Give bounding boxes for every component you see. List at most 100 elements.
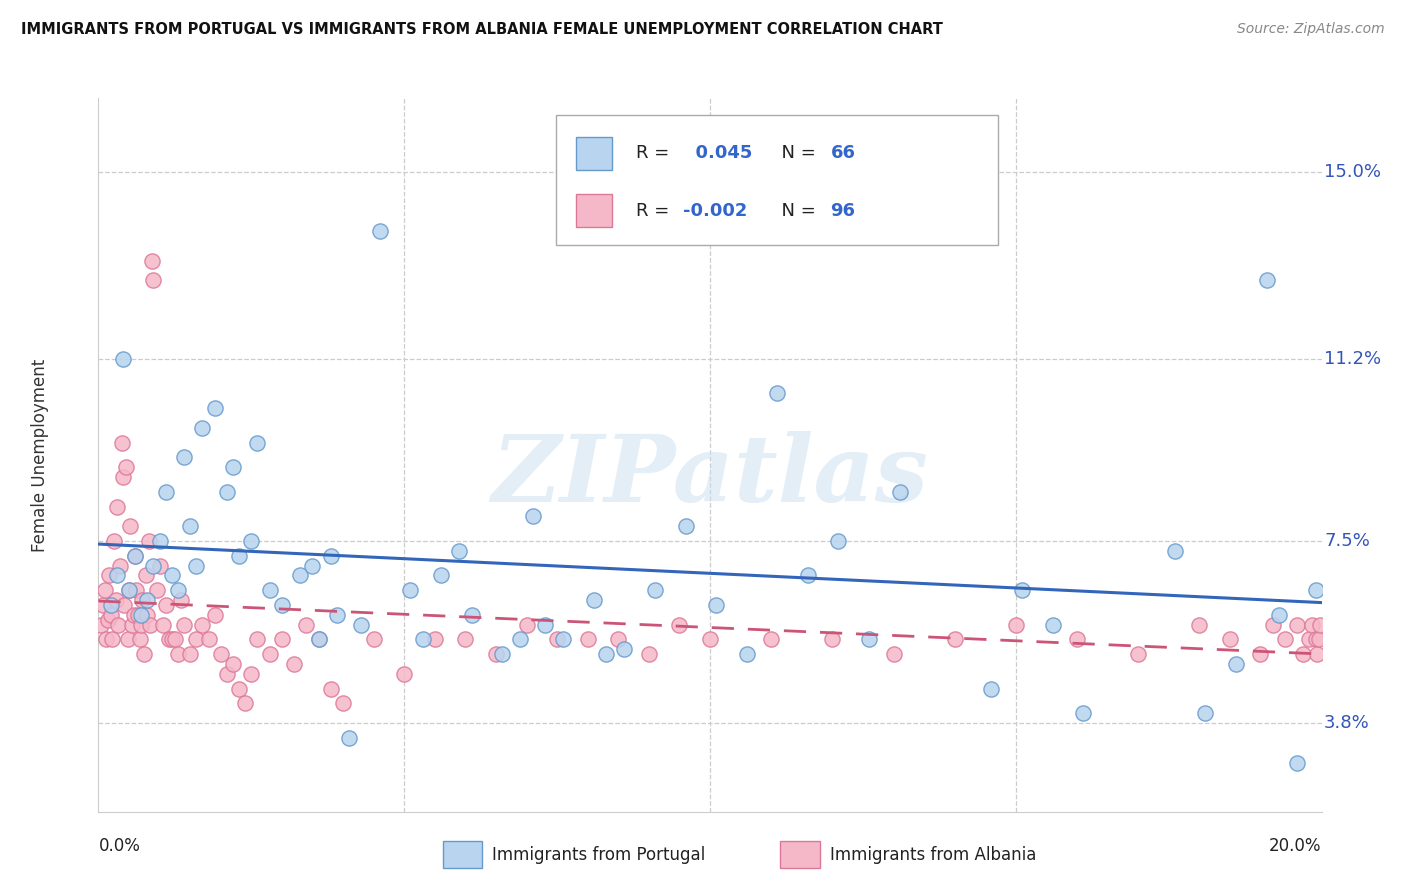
Text: N =: N = xyxy=(770,145,821,162)
Point xyxy=(1042,617,1064,632)
Point xyxy=(105,500,128,514)
Point xyxy=(204,401,226,416)
Point xyxy=(1011,583,1033,598)
Point xyxy=(240,534,263,549)
Point xyxy=(129,607,152,622)
Point xyxy=(821,632,844,647)
Point xyxy=(111,351,134,366)
Point xyxy=(295,617,318,632)
Point xyxy=(889,484,911,499)
Point xyxy=(350,617,373,632)
Point xyxy=(129,617,152,632)
Point xyxy=(136,607,159,622)
Text: Immigrants from Portugal: Immigrants from Portugal xyxy=(492,846,706,863)
Point xyxy=(246,435,269,450)
Point xyxy=(1194,706,1216,721)
Point xyxy=(139,617,162,632)
Point xyxy=(179,647,201,661)
Point xyxy=(460,607,482,622)
Point xyxy=(142,558,165,573)
Point xyxy=(326,607,349,622)
Point xyxy=(138,534,160,549)
Point xyxy=(152,617,174,632)
Point xyxy=(430,568,453,582)
Point xyxy=(228,549,250,563)
Point xyxy=(1225,657,1247,671)
Point xyxy=(240,667,263,681)
Point xyxy=(204,607,226,622)
Point xyxy=(644,583,666,598)
Point xyxy=(1308,632,1330,647)
Point xyxy=(209,647,232,661)
Point xyxy=(186,632,208,647)
Point xyxy=(858,632,880,647)
Text: Immigrants from Albania: Immigrants from Albania xyxy=(830,846,1036,863)
Text: 3.8%: 3.8% xyxy=(1324,714,1369,732)
Point xyxy=(308,632,330,647)
Point xyxy=(155,484,177,499)
Point xyxy=(122,607,145,622)
Point xyxy=(167,583,190,598)
Point xyxy=(94,632,117,647)
Point xyxy=(108,558,131,573)
Point xyxy=(155,598,177,612)
Point xyxy=(160,568,183,582)
Point xyxy=(363,632,385,647)
Text: IMMIGRANTS FROM PORTUGAL VS IMMIGRANTS FROM ALBANIA FEMALE UNEMPLOYMENT CORRELAT: IMMIGRANTS FROM PORTUGAL VS IMMIGRANTS F… xyxy=(21,22,943,37)
Text: 66: 66 xyxy=(831,145,855,162)
Point xyxy=(157,632,180,647)
Point xyxy=(308,632,330,647)
Point xyxy=(135,568,157,582)
Point xyxy=(637,647,661,661)
Point xyxy=(1274,632,1296,647)
Point xyxy=(668,617,690,632)
Point xyxy=(735,647,758,661)
Point xyxy=(516,617,538,632)
Point xyxy=(186,558,208,573)
Point xyxy=(142,273,165,287)
Point xyxy=(259,647,281,661)
Text: Female Unemployment: Female Unemployment xyxy=(31,359,49,551)
Point xyxy=(100,598,122,612)
Point xyxy=(173,450,195,465)
Text: 7.5%: 7.5% xyxy=(1324,532,1369,550)
Point xyxy=(675,519,697,533)
Point xyxy=(1286,756,1309,770)
Point xyxy=(797,568,820,582)
Point xyxy=(766,386,789,401)
Point xyxy=(392,667,416,681)
Point xyxy=(582,593,605,607)
Point xyxy=(301,558,323,573)
Point xyxy=(1298,632,1320,647)
Point xyxy=(222,657,245,671)
Point xyxy=(100,607,122,622)
Point xyxy=(125,583,148,598)
Point xyxy=(1188,617,1211,632)
Point xyxy=(1305,583,1327,598)
Point xyxy=(121,617,143,632)
Point xyxy=(97,613,120,627)
Point xyxy=(1164,544,1187,558)
Point xyxy=(111,470,134,484)
Point xyxy=(124,549,146,563)
Point xyxy=(167,647,190,661)
Point xyxy=(595,647,617,661)
Point xyxy=(173,617,195,632)
Text: 20.0%: 20.0% xyxy=(1270,837,1322,855)
Point xyxy=(141,253,163,268)
Point xyxy=(368,224,391,238)
Point xyxy=(228,681,250,696)
Point xyxy=(107,617,129,632)
Point xyxy=(233,697,256,711)
Point xyxy=(534,617,557,632)
Point xyxy=(191,617,214,632)
Point xyxy=(613,642,636,657)
Point xyxy=(399,583,422,598)
Point xyxy=(283,657,305,671)
Point xyxy=(319,681,342,696)
Point xyxy=(607,632,630,647)
Point xyxy=(1071,706,1094,721)
Point xyxy=(215,667,238,681)
Point xyxy=(163,632,186,647)
Point xyxy=(1305,632,1327,647)
